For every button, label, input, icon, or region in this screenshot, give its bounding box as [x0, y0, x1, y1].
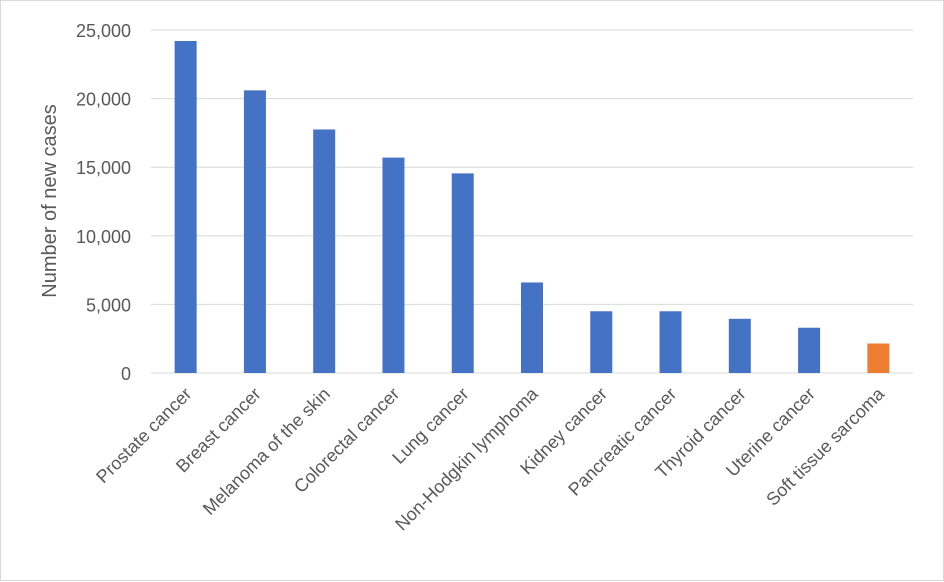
x-tick-label: Melanoma of the skin — [199, 384, 334, 519]
bars — [174, 40, 890, 374]
bar-breast-cancer — [243, 90, 266, 374]
bar-uterine-cancer — [798, 327, 821, 373]
x-tick-label: Soft tissue sarcoma — [762, 383, 889, 510]
bar-colorectal-cancer — [382, 157, 405, 373]
y-tick-label: 20,000 — [76, 90, 131, 110]
y-axis-label: Number of new cases — [39, 104, 61, 297]
bar-pancreatic-cancer — [659, 311, 682, 373]
y-tick-label: 5,000 — [86, 295, 131, 315]
bar-thyroid-cancer — [728, 318, 751, 373]
y-tick-label: 25,000 — [76, 21, 131, 41]
y-tick-label: 0 — [121, 364, 131, 384]
y-tick-label: 15,000 — [76, 158, 131, 178]
y-axis-ticks: 0 5,000 10,000 15,000 20,000 25,000 — [76, 21, 131, 384]
bar-kidney-cancer — [590, 311, 613, 373]
bar-melanoma-of-the-skin — [313, 129, 336, 373]
y-tick-label: 10,000 — [76, 227, 131, 247]
bar-soft-tissue-sarcoma — [867, 343, 890, 373]
bar-prostate-cancer — [174, 40, 197, 373]
gridlines — [151, 29, 913, 374]
bar-non-hodgkin-lymphoma — [521, 282, 543, 373]
x-tick-label: Non-Hodgkin lymphoma — [391, 383, 542, 534]
bar-lung-cancer — [451, 173, 474, 373]
